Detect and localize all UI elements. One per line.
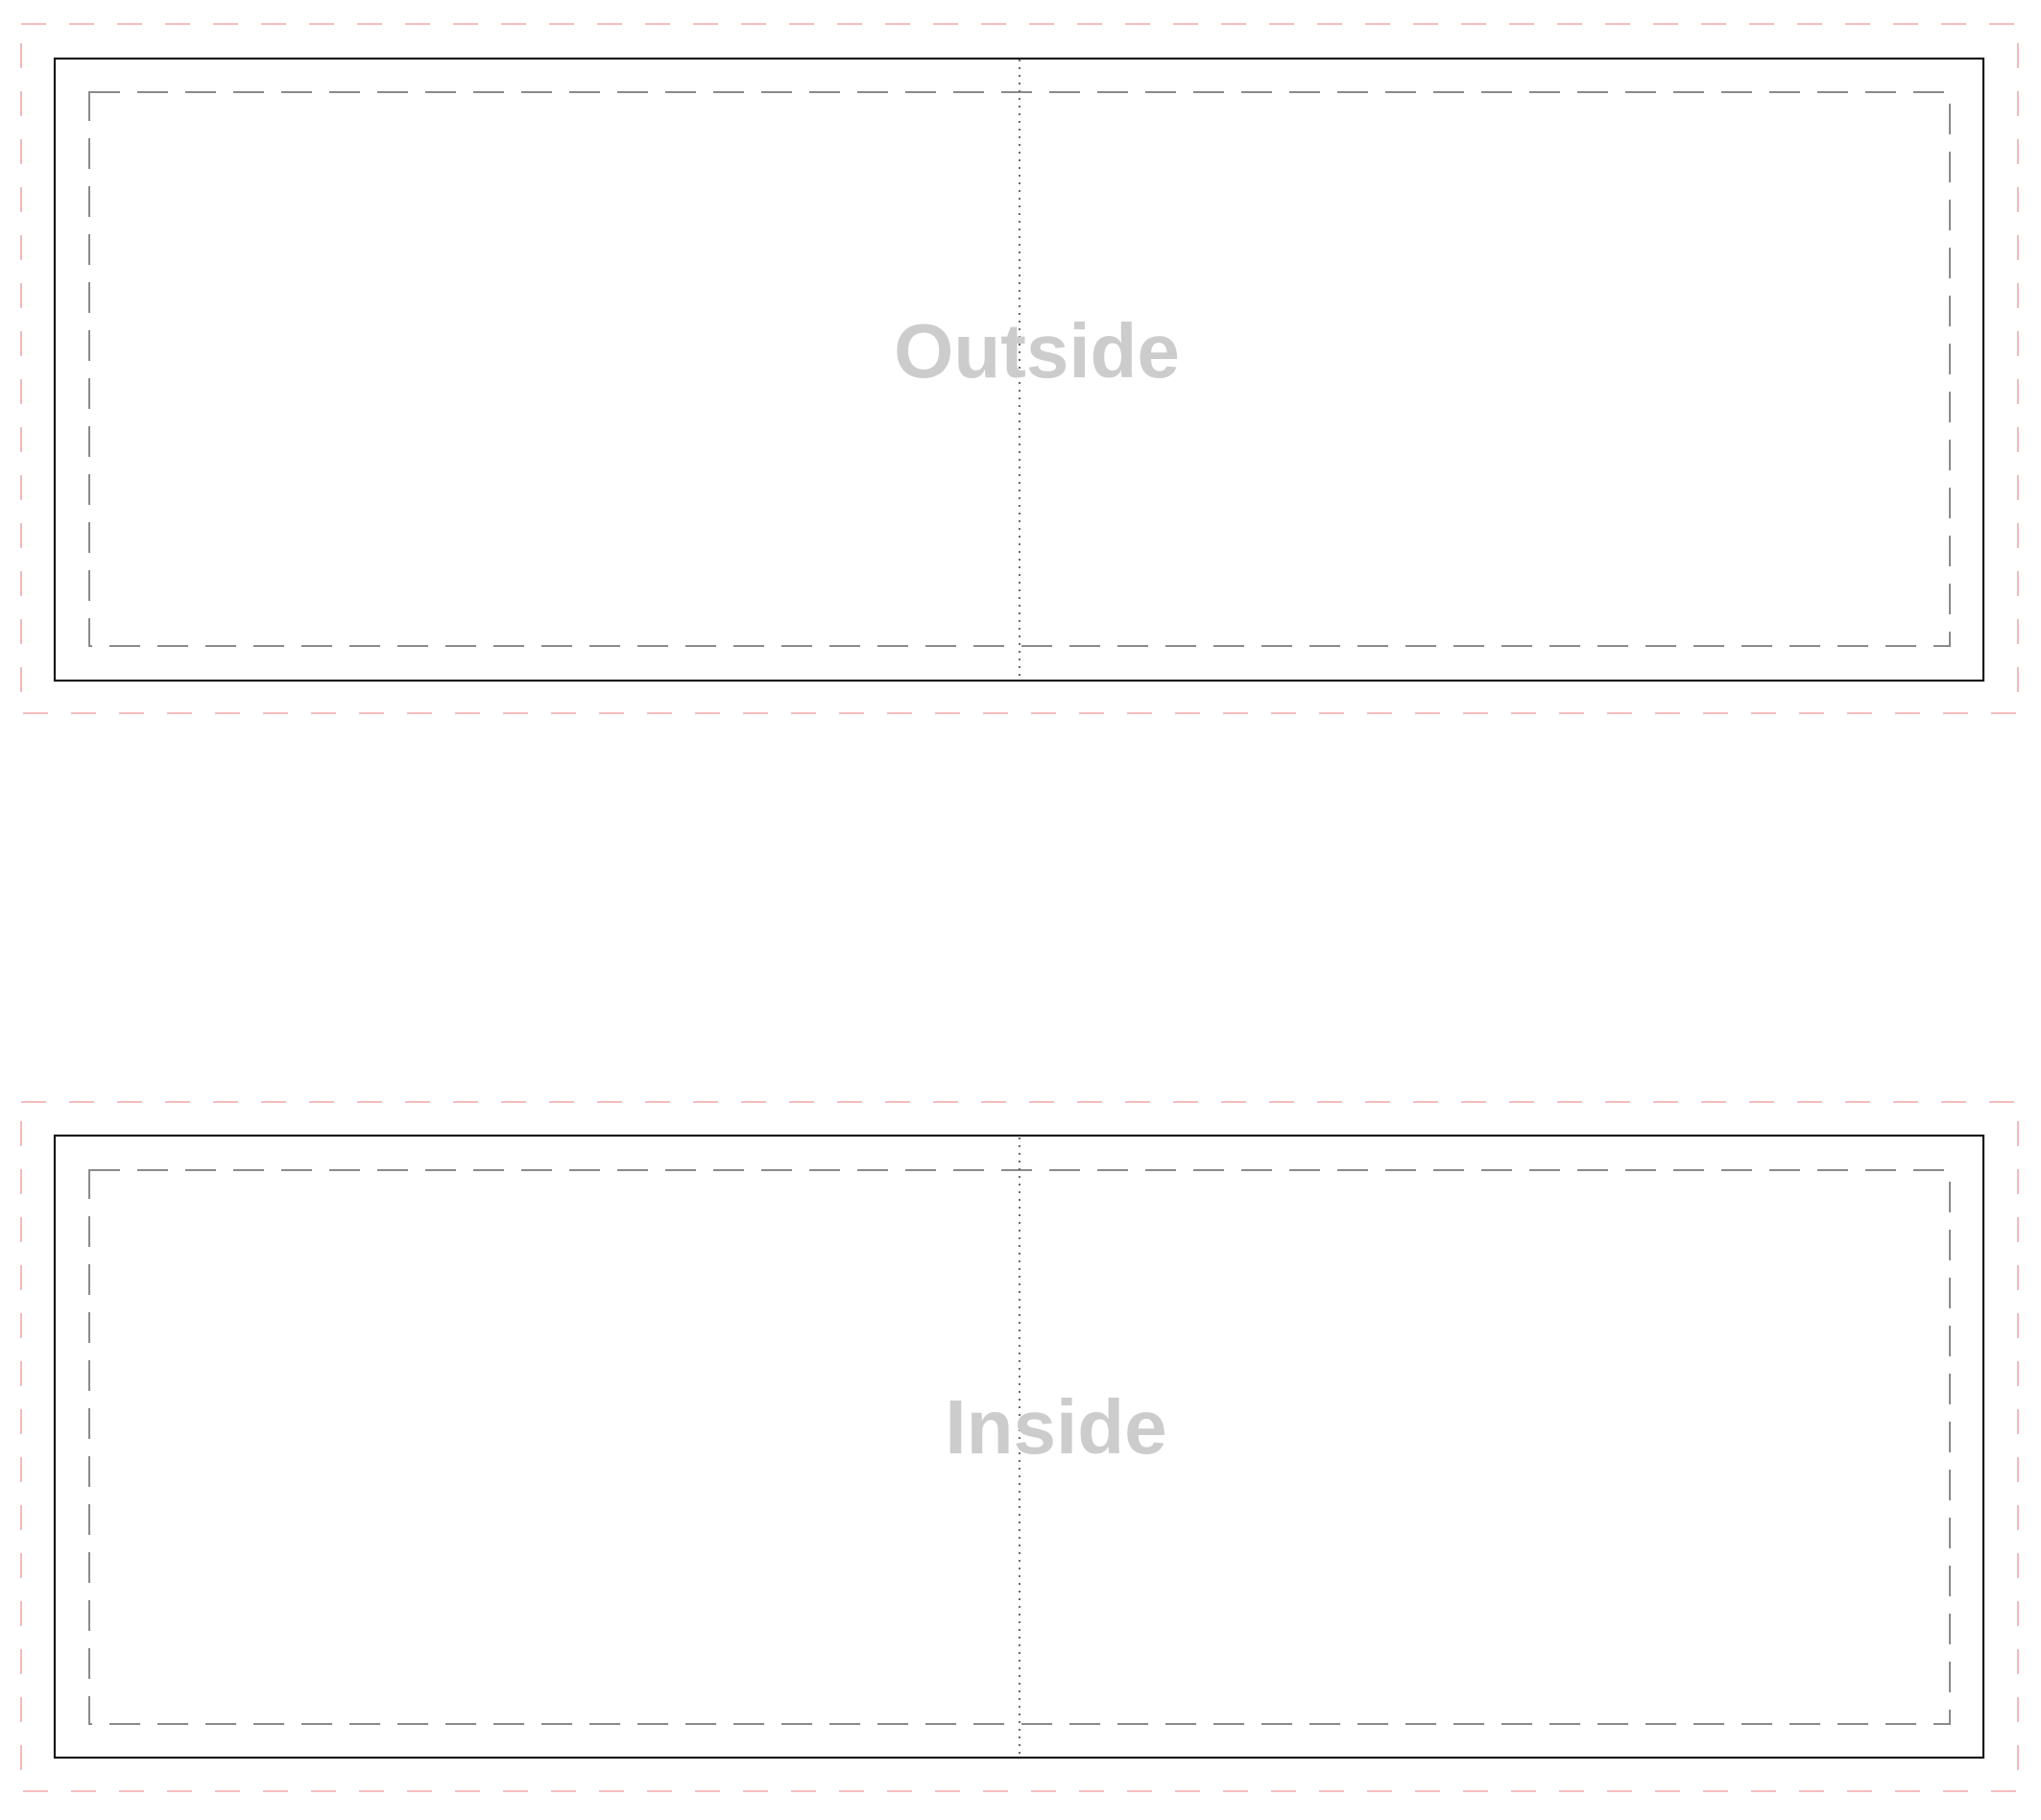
- outside-panel: Outside: [20, 23, 2019, 714]
- inside-panel: Inside: [20, 1101, 2019, 1792]
- outside-panel-label: Outside: [894, 308, 1180, 394]
- outside-trim-line: [53, 57, 1985, 682]
- inside-panel-label: Inside: [945, 1384, 1166, 1470]
- inside-trim-line: [53, 1134, 1985, 1760]
